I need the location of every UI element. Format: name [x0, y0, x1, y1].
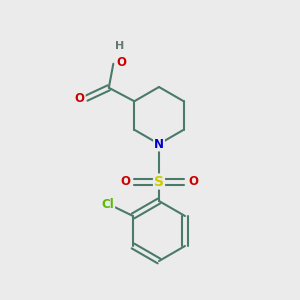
Text: O: O: [117, 56, 127, 69]
Text: N: N: [154, 137, 164, 151]
Text: S: S: [154, 175, 164, 188]
Text: Cl: Cl: [101, 197, 114, 211]
Text: O: O: [120, 175, 130, 188]
Text: O: O: [75, 92, 85, 105]
Text: O: O: [188, 175, 198, 188]
Text: H: H: [115, 41, 124, 51]
